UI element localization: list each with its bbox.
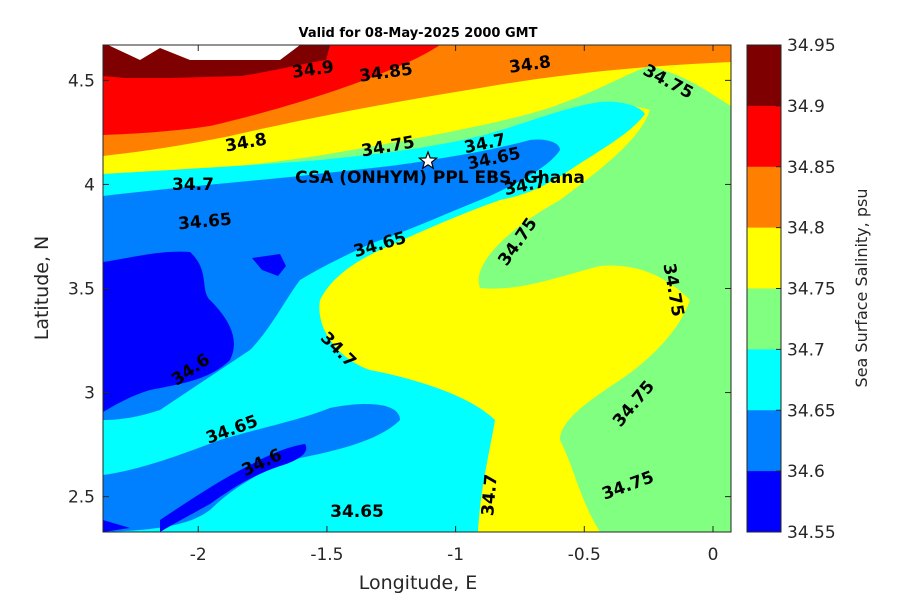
x-tick-label: -2 bbox=[190, 545, 207, 565]
contour-label: 34.65 bbox=[177, 210, 232, 235]
x-axis-label: Longitude, E bbox=[359, 572, 478, 594]
site-star-icon bbox=[417, 150, 439, 170]
map-title: Valid for 08-May-2025 2000 GMT bbox=[299, 26, 538, 41]
colorbar: 34.95 34.9 34.85 34.8 34.75 34.7 34.65 34.6 34.5… bbox=[746, 36, 836, 543]
contour-label: 34.65 bbox=[330, 502, 384, 522]
y-tick-label: 2.5 bbox=[68, 488, 95, 508]
colorbar-swatch bbox=[747, 288, 781, 350]
y-axis-label: Latitude, N bbox=[31, 236, 53, 341]
x-tick-label: -0.5 bbox=[568, 545, 601, 565]
colorbar-swatch bbox=[747, 227, 781, 289]
colorbar-tick-label: 34.8 bbox=[787, 219, 825, 239]
colorbar-swatch bbox=[747, 105, 781, 168]
x-axis-ticks: -2 -1.5 -1 -0.5 0 bbox=[190, 45, 719, 565]
colorbar-swatch bbox=[747, 45, 781, 107]
colorbar-swatch bbox=[747, 471, 781, 533]
y-tick-label: 3.5 bbox=[68, 280, 95, 300]
colorbar-tick-label: 34.85 bbox=[787, 158, 836, 178]
no-data-gap bbox=[108, 45, 300, 60]
colorbar-swatch bbox=[747, 410, 781, 472]
colorbar-tick-label: 34.55 bbox=[787, 523, 836, 543]
band-34.55-34.6-west bbox=[103, 251, 234, 412]
band-34.55-34.6-corner bbox=[103, 520, 130, 532]
y-tick-label: 4.5 bbox=[68, 71, 95, 91]
contour-fill-layer bbox=[103, 45, 731, 532]
colorbar-label: Sea Surface Salinity, psu bbox=[852, 189, 871, 388]
colorbar-swatch bbox=[747, 166, 781, 229]
colorbar-swatch bbox=[747, 349, 781, 411]
contour-label: 34.7 bbox=[172, 175, 214, 195]
site-label: CSA (ONHYM) PPL EBS, Ghana bbox=[295, 168, 585, 188]
colorbar-tick-label: 34.95 bbox=[787, 36, 836, 56]
x-tick-label: -1.5 bbox=[310, 545, 343, 565]
colorbar-tick-label: 34.9 bbox=[787, 97, 825, 117]
colorbar-tick-label: 34.7 bbox=[787, 340, 825, 360]
colorbar-tick-label: 34.75 bbox=[787, 280, 836, 300]
colorbar-tick-label: 34.6 bbox=[787, 462, 825, 482]
colorbar-tick-label: 34.65 bbox=[787, 401, 836, 421]
y-axis-ticks: 4.5 4 3.5 3 2.5 bbox=[68, 71, 731, 508]
band-34.55-34.6-spot bbox=[252, 254, 286, 276]
y-tick-label: 4 bbox=[84, 175, 95, 195]
band-34.55-34.6-south bbox=[160, 444, 307, 532]
contour-label: 34.7 bbox=[478, 473, 502, 517]
x-tick-label: -1 bbox=[447, 545, 464, 565]
y-tick-label: 3 bbox=[84, 384, 95, 404]
x-tick-label: 0 bbox=[708, 545, 719, 565]
